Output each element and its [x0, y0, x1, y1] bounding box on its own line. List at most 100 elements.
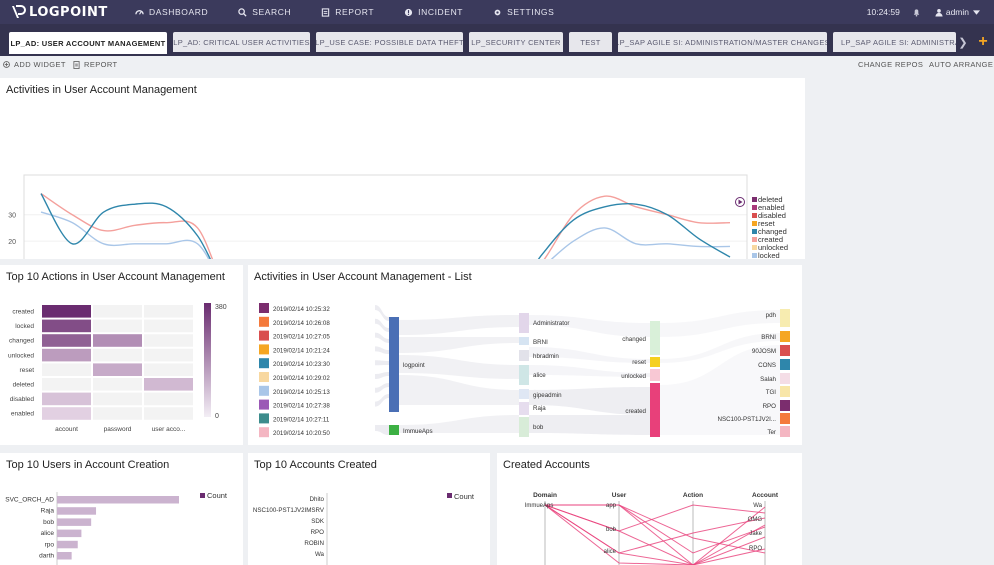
flow-band	[375, 346, 389, 354]
target-node	[780, 386, 790, 397]
row-label: locked	[15, 323, 34, 330]
tab-test[interactable]: TEST	[569, 32, 612, 52]
panel-title: Top 10 Actions in User Account Managemen…	[6, 271, 225, 283]
row-label: changed	[9, 338, 34, 345]
nav-incident-label: INCIDENT	[418, 7, 464, 17]
category-label: ROBIN	[304, 540, 324, 547]
top-actions-heatmap: created locked changed unlocked reset deleted…	[8, 303, 227, 433]
legend-swatch-reset	[752, 221, 757, 226]
auto-arrange-button[interactable]: AUTO ARRANGE	[929, 60, 994, 69]
user-icon	[935, 8, 943, 16]
user-label: alice	[604, 549, 617, 555]
tab-possible-data-theft[interactable]: LP_USE CASE: POSSIBLE DATA THEFT	[316, 32, 463, 52]
account-label: RPO	[749, 546, 762, 552]
legend-swatch-locked	[752, 253, 757, 258]
legend-label-created: created	[758, 235, 783, 244]
top-navigation-bar: LOGPOINT DASHBOARD SEARCH REPORT INCIDEN…	[0, 0, 994, 24]
report-button[interactable]: REPORT	[73, 60, 118, 69]
nav-report[interactable]: REPORT	[321, 0, 374, 24]
action-label: unlocked	[621, 373, 646, 380]
panel-title: Activities in User Account Management	[6, 84, 197, 96]
bar	[57, 529, 82, 538]
report-label: REPORT	[84, 60, 118, 69]
user-label: app	[606, 503, 617, 509]
timestamp-label: 2019/02/14 10:23:30	[273, 361, 330, 368]
flow-links	[375, 305, 780, 435]
tab-critical-user-activities[interactable]: LP_AD: CRITICAL USER ACTIVITIES	[173, 32, 310, 52]
username: admin	[945, 7, 969, 17]
logpoint-logo[interactable]: LOGPOINT	[10, 4, 108, 20]
row-label: created	[12, 309, 34, 316]
user-label: Raja	[533, 405, 546, 412]
settings-icon	[494, 9, 501, 15]
flow-band	[375, 383, 389, 393]
flow-band	[399, 415, 519, 433]
heatmap-cell	[93, 378, 142, 391]
nav-search[interactable]: SEARCH	[238, 0, 291, 24]
plot-frame	[23, 174, 748, 259]
target-label: RPO	[763, 403, 777, 410]
legend-label: Count	[454, 492, 475, 501]
tab-user-account-management[interactable]: LP_AD: USER ACCOUNT MANAGEMENT	[9, 32, 167, 54]
tab-scroll-right-icon[interactable]: ❯	[958, 36, 968, 49]
timestamp-label: 2019/02/14 10:25:32	[273, 306, 330, 313]
target-label: CONS	[758, 362, 776, 369]
timestamp-swatch	[259, 344, 269, 355]
row-label: reset	[20, 367, 35, 374]
category-label: darth	[39, 553, 54, 560]
heatmap-cell	[93, 363, 142, 376]
dashboard-tab-strip: LP_AD: USER ACCOUNT MANAGEMENT LP_AD: CR…	[0, 24, 994, 56]
flow-band	[529, 387, 650, 415]
bar	[57, 552, 72, 560]
timestamp-swatch	[259, 358, 269, 369]
target-label: NSC100-PST1JV2I...	[718, 416, 777, 423]
colorbar-max-label: 380	[215, 304, 227, 311]
tab-security-center[interactable]: LP_SECURITY CENTER	[469, 32, 563, 52]
legend-swatch-changed	[752, 229, 757, 234]
category-label: SVC_ORCH_AD	[5, 497, 54, 504]
nav-incident[interactable]: INCIDENT	[404, 0, 463, 24]
heatmap-cell	[144, 378, 193, 391]
add-widget-button[interactable]: ADD WIDGET	[3, 60, 66, 69]
panel-title: Top 10 Users in Account Creation	[6, 459, 170, 471]
heatmap-cell	[42, 319, 91, 333]
user-node	[519, 350, 529, 361]
flow-band	[399, 375, 519, 405]
source-node	[389, 317, 399, 412]
nav-settings[interactable]: SETTINGS	[493, 0, 554, 24]
tab-sap-administrator[interactable]: LP_SAP AGILE SI: ADMINISTRATOR	[833, 32, 956, 52]
bell-icon[interactable]	[912, 8, 921, 17]
user-node	[519, 402, 529, 415]
legend-label-disabled: disabled	[758, 211, 786, 220]
user-menu[interactable]: admin	[935, 7, 980, 17]
legend-label-reset: reset	[758, 219, 776, 228]
activities-list-panel: Activities in User Account Management - …	[248, 265, 802, 445]
timestamp-swatch	[259, 399, 269, 410]
heatmap-cell	[42, 378, 91, 391]
nav-dashboard[interactable]: DASHBOARD	[135, 0, 208, 24]
add-tab-icon[interactable]: +	[978, 33, 988, 50]
target-node	[780, 373, 790, 384]
flow-band	[529, 315, 650, 337]
tab-sap-admin-master-changes[interactable]: LP_SAP AGILE SI: ADMINISTRATION/MASTER C…	[618, 32, 827, 52]
heatmap-cell	[42, 407, 91, 420]
legend-label: Count	[207, 491, 228, 500]
action-node	[650, 383, 660, 437]
change-repos-button[interactable]: CHANGE REPOS	[858, 60, 924, 69]
parallel-line	[545, 504, 766, 554]
heatmap-cell	[144, 348, 193, 362]
user-label: gipeadmin	[533, 392, 562, 399]
action-label: created	[625, 408, 646, 415]
legend-label-enabled: enabled	[758, 203, 785, 212]
clock: 10:24:59	[866, 7, 900, 17]
parallel-line	[544, 504, 766, 565]
heatmap-cell	[93, 334, 142, 347]
flow-band	[375, 332, 389, 343]
created-accounts-parallel-chart: Domain User Action Account ImmueAps app bob ali…	[525, 492, 779, 565]
action-label: changed	[622, 336, 646, 343]
heatmap-cell	[42, 363, 91, 376]
flow-band	[529, 365, 650, 377]
timestamp-label: 2019/02/14 10:21:24	[273, 347, 330, 354]
top-users-bar-panel: Top 10 Users in Account Creation SVC_ORC…	[0, 453, 243, 565]
legend-label-deleted: deleted	[758, 195, 783, 204]
